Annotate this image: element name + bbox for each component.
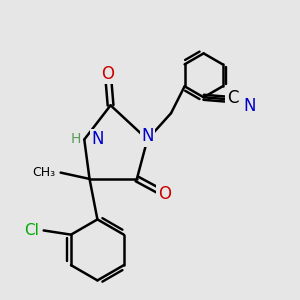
- Text: CH₃: CH₃: [32, 166, 56, 179]
- Text: N: N: [92, 130, 104, 148]
- Text: O: O: [101, 65, 114, 83]
- Text: C: C: [227, 89, 238, 107]
- Text: Cl: Cl: [25, 223, 40, 238]
- Text: N: N: [141, 127, 154, 145]
- Text: N: N: [243, 97, 256, 115]
- Text: O: O: [158, 184, 171, 202]
- Text: H: H: [71, 133, 81, 146]
